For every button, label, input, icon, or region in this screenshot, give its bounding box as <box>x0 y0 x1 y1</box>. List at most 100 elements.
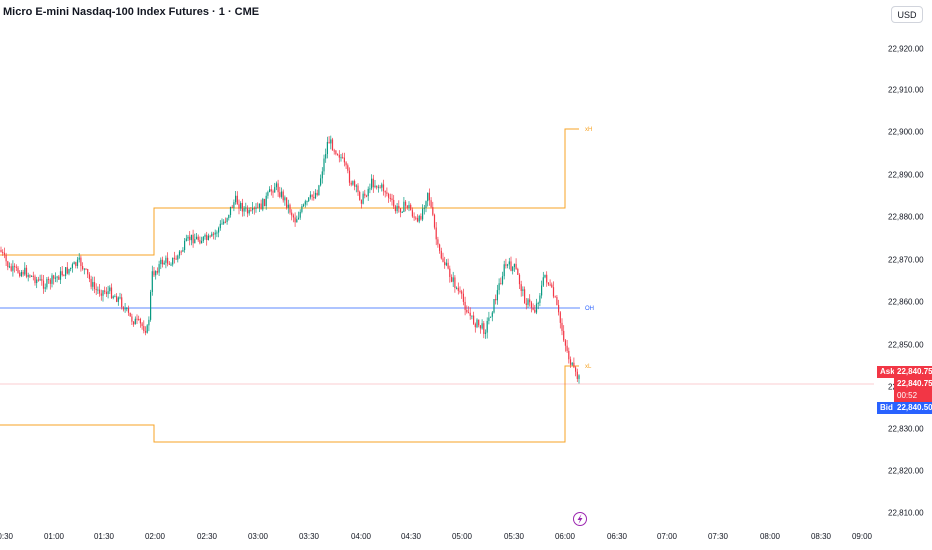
candle-body <box>374 185 376 188</box>
candle-body <box>432 207 434 215</box>
candle-body <box>311 194 313 197</box>
candle-body <box>394 206 396 212</box>
candle-body <box>275 183 277 188</box>
candle-body <box>323 158 325 172</box>
candle-body <box>168 263 170 265</box>
currency-button[interactable]: USD <box>891 6 923 23</box>
candle-body <box>481 323 483 329</box>
candle-body <box>568 350 570 360</box>
candle-body <box>161 259 164 265</box>
candle-body <box>107 291 109 295</box>
candle-body <box>37 279 39 281</box>
candle-body <box>359 191 361 200</box>
price-tick-label: 22,860.00 <box>888 297 924 307</box>
candle-body <box>265 195 267 207</box>
chart-area[interactable]: Micro E-mini Nasdaq-100 Index Futures · … <box>0 0 874 528</box>
candle-body <box>381 184 383 188</box>
candle-body <box>80 257 82 267</box>
candle-body <box>388 193 390 198</box>
candlestick-chart[interactable]: xH OH xL <box>0 0 874 528</box>
candle-body <box>31 275 33 277</box>
candle-body <box>501 276 504 284</box>
candle-body <box>479 325 481 329</box>
candle-body <box>362 193 364 204</box>
candle-body <box>442 258 444 262</box>
candle-body <box>420 216 422 220</box>
candle-body <box>535 303 538 313</box>
candle-body <box>559 312 561 323</box>
candle-body <box>212 233 215 235</box>
candle-body <box>66 267 68 274</box>
candle-body <box>299 211 301 218</box>
price-axis[interactable]: USD 22,920.00 22,910.00 22,900.00 22,890.00… <box>874 0 932 550</box>
time-tick-label: 05:30 <box>503 532 525 541</box>
candle-body <box>70 267 72 270</box>
candle-body <box>350 182 352 185</box>
candle-body <box>229 206 232 215</box>
candle-body <box>195 236 198 240</box>
candle-body <box>331 139 334 151</box>
candle-body <box>467 312 470 314</box>
candle-body <box>65 267 67 276</box>
candle-body <box>379 186 381 188</box>
candle-body <box>190 234 192 241</box>
candle-body <box>518 274 521 285</box>
candle-body <box>0 250 2 252</box>
candle-body <box>184 240 186 251</box>
candle-body <box>284 197 286 201</box>
candle-body <box>14 265 16 267</box>
candle-body <box>505 264 507 266</box>
candle-body <box>95 289 97 291</box>
candle-body <box>439 244 441 251</box>
candle-body <box>119 297 121 299</box>
candle-body <box>393 199 395 207</box>
candle-body <box>231 206 233 208</box>
candle-body <box>109 287 111 292</box>
candle-body <box>459 290 461 292</box>
candle-body <box>279 192 281 197</box>
candle-body <box>396 205 398 212</box>
candle-body <box>201 240 203 244</box>
candle-body <box>416 217 419 222</box>
candle-body <box>56 276 58 278</box>
price-tick-label: 22,890.00 <box>888 170 924 180</box>
candle-body <box>277 183 279 193</box>
time-tick-label: 09:00 <box>851 532 873 541</box>
candle-body <box>207 235 209 240</box>
candle-body <box>291 212 293 216</box>
candle-body <box>430 200 432 208</box>
candle-body <box>525 303 527 305</box>
candle-body <box>3 252 5 255</box>
candle-body <box>75 262 77 266</box>
candle-body <box>367 188 369 197</box>
price-tick-label: 22,870.00 <box>888 255 924 265</box>
candle-body <box>440 250 442 259</box>
candle-body <box>102 290 104 296</box>
candle-body <box>167 257 169 264</box>
candle-body <box>558 305 560 313</box>
lightning-icon[interactable] <box>573 512 587 526</box>
candle-body <box>575 367 577 372</box>
candle-body <box>484 332 487 334</box>
candle-body <box>238 204 240 209</box>
candle-body <box>34 276 36 284</box>
candle-body <box>348 170 351 183</box>
candle-body <box>461 291 463 294</box>
candle-body <box>437 239 439 245</box>
candle-body <box>408 204 410 208</box>
candle-body <box>462 293 464 302</box>
candle-body <box>68 269 70 274</box>
candle-body <box>206 235 208 240</box>
candle-body <box>330 139 332 144</box>
candle-body <box>58 276 60 280</box>
candle-body <box>19 272 21 277</box>
price-tick-label: 22,850.00 <box>888 340 924 350</box>
candle-body <box>474 323 476 328</box>
candle-body <box>490 316 492 318</box>
candle-body <box>473 315 475 324</box>
candle-body <box>209 235 211 237</box>
candle-body <box>32 275 34 277</box>
candle-body <box>141 323 143 326</box>
candle-body <box>547 282 549 285</box>
time-axis[interactable]: 00:30 01:00 01:30 02:00 02:30 03:00 03:30 04:00… <box>0 528 874 550</box>
